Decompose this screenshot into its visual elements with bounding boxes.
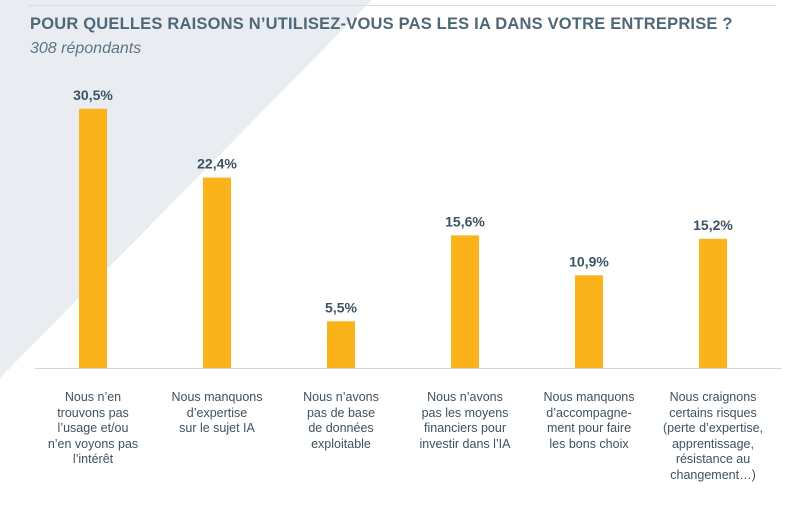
value-label-4: 15,6%: [445, 213, 485, 229]
bar-6: [699, 238, 727, 368]
value-label-6: 15,2%: [693, 217, 733, 233]
bar-4: [451, 235, 479, 368]
top-divider: [28, 5, 776, 6]
category-label-2: Nous manquons d’expertise sur le sujet I…: [171, 390, 263, 435]
chart-title: POUR QUELLES RAISONS N’UTILISEZ-VOUS PAS…: [30, 15, 733, 33]
category-label-1: Nous n’en trouvons pas l’usage et/ou n’e…: [47, 390, 139, 466]
category-label-4: Nous n’avons pas les moyens financiers p…: [419, 390, 511, 451]
value-label-3: 5,5%: [325, 299, 357, 315]
chart-subtitle: 308 répondants: [30, 40, 142, 57]
bar-1: [79, 108, 107, 368]
value-label-5: 10,9%: [569, 253, 609, 269]
bar-3: [327, 321, 355, 368]
bar-2: [203, 177, 231, 368]
category-label-6: Nous craignons certains risques (perte d…: [662, 390, 764, 482]
category-label-5: Nous manquons d’accompagne- ment pour fa…: [543, 390, 635, 451]
value-label-1: 30,5%: [73, 87, 113, 103]
bar-5: [575, 275, 603, 368]
category-label-3: Nous n’avons pas de base de données expl…: [303, 390, 379, 451]
value-label-2: 22,4%: [197, 156, 237, 172]
